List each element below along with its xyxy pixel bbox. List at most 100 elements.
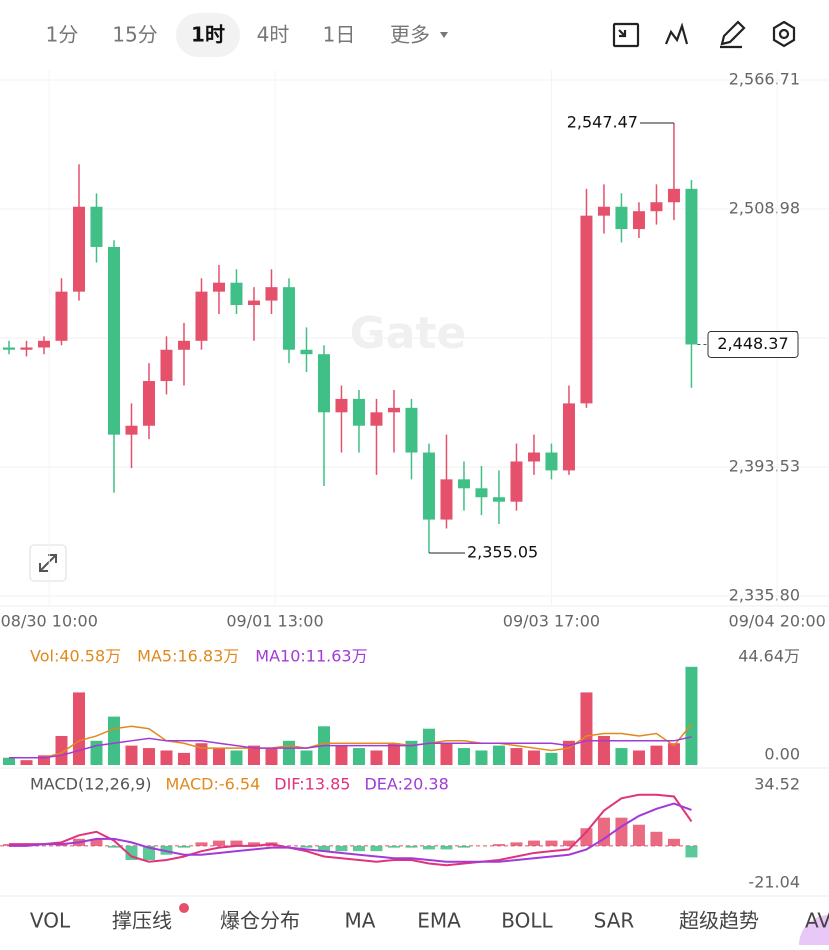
- candle-body: [562, 403, 575, 471]
- icon-screenshot-arrow: [618, 29, 627, 38]
- indicator-tab[interactable]: EMA: [417, 909, 461, 933]
- candle-body: [107, 246, 120, 435]
- volume-ma5-line: [8, 723, 693, 759]
- indicator-tab[interactable]: 撑压线: [112, 909, 172, 933]
- icon-draw[interactable]: [720, 20, 746, 49]
- volume-bar: [545, 752, 558, 765]
- expand-icon: [39, 554, 57, 572]
- candle-body: [195, 291, 208, 341]
- y-tick-label: 2,393.53: [729, 456, 800, 475]
- candle-body: [335, 398, 348, 413]
- volume-bar: [247, 745, 260, 765]
- volume-bar: [265, 748, 278, 765]
- volume-bar: [212, 748, 225, 765]
- legend-text: DEA:20.38: [364, 775, 448, 794]
- dif-line: [8, 793, 693, 867]
- candle-body: [457, 479, 470, 489]
- y-tick-label: 2,508.98: [729, 199, 800, 218]
- indicator-tab[interactable]: AV: [805, 909, 829, 933]
- timeframe-tab[interactable]: 1分: [46, 23, 79, 47]
- macd-bar: [562, 840, 575, 846]
- macd-bar: [230, 840, 243, 846]
- candle-body: [300, 349, 313, 355]
- volume-bar: [457, 748, 470, 765]
- candle-body: [2, 347, 15, 350]
- timeframe-tab[interactable]: 15分: [112, 23, 157, 47]
- candle-body: [650, 202, 663, 212]
- macd-bar: [405, 845, 418, 848]
- candle-body: [230, 282, 243, 306]
- last-price-label: 2,448.37: [717, 334, 788, 353]
- macd-bar: [177, 845, 190, 848]
- indicator-tab[interactable]: BOLL: [501, 909, 553, 933]
- macd-bar: [352, 845, 365, 852]
- candle-body: [527, 452, 540, 462]
- candle-body: [72, 206, 85, 292]
- candle-body: [475, 488, 488, 498]
- candle-body: [510, 461, 523, 502]
- candle-body: [492, 497, 505, 502]
- icon-settings-dot: [778, 28, 790, 40]
- y-tick-label: -21.04: [748, 873, 800, 892]
- timeframe-tab[interactable]: 1时: [191, 23, 225, 47]
- last-price-box: [707, 330, 799, 358]
- legend-text: MACD:-6.54: [166, 775, 261, 794]
- icon-indicators[interactable]: [664, 22, 689, 45]
- macd-bar: [300, 845, 313, 848]
- timeframe-tab[interactable]: 4时: [257, 23, 290, 47]
- max-label: 2,547.47: [567, 112, 638, 131]
- indicator-tab[interactable]: MA: [345, 909, 376, 933]
- dea-line: [8, 802, 692, 863]
- volume-bar: [20, 760, 33, 765]
- candle-body: [422, 452, 435, 520]
- volume-bar: [650, 745, 663, 765]
- x-tick-label: 08/30 10:00: [1, 612, 98, 631]
- x-tick-label: 09/01 13:00: [226, 612, 323, 631]
- legend-text: Vol:40.58万: [30, 647, 121, 666]
- candle-body: [282, 287, 295, 350]
- indicator-tab[interactable]: SAR: [594, 909, 635, 933]
- volume-bar: [615, 748, 628, 765]
- macd-bar: [457, 845, 470, 848]
- volume-bar: [72, 692, 85, 765]
- volume-bar: [125, 745, 138, 765]
- macd-bar: [615, 817, 628, 846]
- candle-body: [615, 206, 628, 230]
- macd-bar: [510, 842, 523, 846]
- macd-bar: [212, 840, 225, 846]
- toolbar-icons[interactable]: [612, 20, 796, 49]
- candle-body: [545, 452, 558, 471]
- macd-bar: [580, 828, 593, 846]
- volume-bar: [300, 750, 313, 765]
- min-label: 2,355.05: [467, 542, 538, 561]
- volume-bar: [387, 743, 400, 765]
- indicator-tab[interactable]: 爆仓分布: [220, 909, 300, 933]
- macd-bar: [492, 844, 505, 846]
- macd-bar: [545, 840, 558, 846]
- volume-bar: [142, 748, 155, 765]
- macd-bar: [387, 845, 400, 848]
- macd-bar: [632, 824, 645, 846]
- icon-settings[interactable]: [772, 20, 796, 48]
- timeframe-tab[interactable]: 1日: [323, 23, 356, 47]
- macd-bar: [422, 845, 435, 850]
- more-caret: [440, 32, 448, 38]
- macd-bar: [125, 845, 138, 860]
- notification-dot: [179, 903, 189, 913]
- candle-body: [440, 479, 453, 520]
- candle-body: [352, 398, 365, 426]
- volume-bar: [282, 740, 295, 765]
- volume-bar: [440, 743, 453, 765]
- icon-screenshot[interactable]: [612, 22, 640, 48]
- legend-text: DIF:13.85: [274, 775, 350, 794]
- volume-ma10-line: [8, 736, 692, 759]
- timeframe-tab[interactable]: 更多: [390, 23, 430, 47]
- y-tick-label: 2,335.80: [729, 586, 800, 605]
- volume-bar: [597, 735, 610, 765]
- macd-bar: [370, 845, 383, 852]
- candle-body: [667, 188, 680, 203]
- y-tick-label: 0.00: [764, 745, 800, 764]
- indicator-tab[interactable]: 超级趋势: [679, 909, 759, 933]
- indicator-tab[interactable]: VOL: [30, 909, 71, 933]
